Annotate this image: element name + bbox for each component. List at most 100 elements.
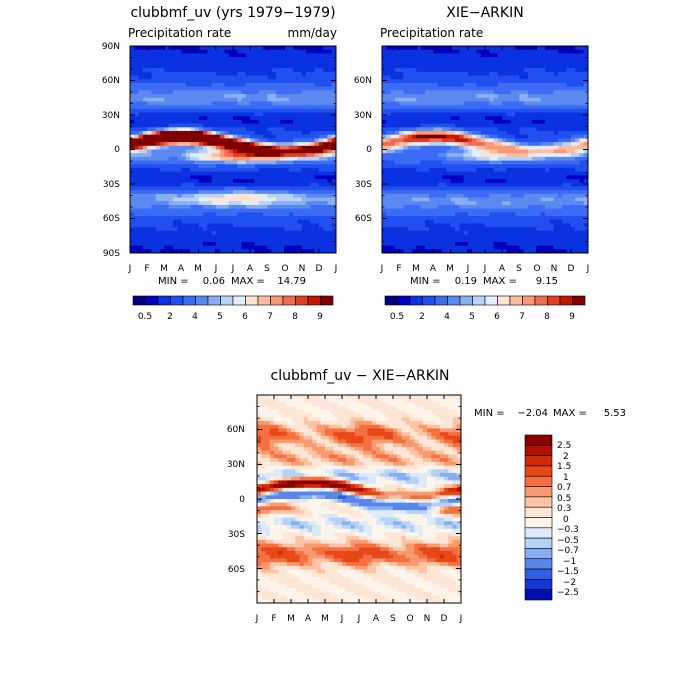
heatmap-cell [142, 204, 148, 210]
heatmap-cell [258, 175, 264, 180]
heatmap-cell [151, 60, 157, 65]
heatmap-cell [142, 86, 148, 91]
heatmap-cell [327, 90, 333, 95]
heatmap-cell [570, 82, 576, 88]
heatmap-cell [241, 68, 247, 73]
heatmap-cell [454, 75, 460, 80]
heatmap-cell [130, 108, 135, 114]
heatmap-cell [502, 94, 507, 99]
heatmap-cell [331, 145, 337, 150]
heatmap-cell [331, 186, 337, 191]
heatmap-cell [228, 153, 234, 158]
heatmap-cell [181, 164, 187, 169]
heatmap-cell [241, 112, 247, 117]
heatmap-cell [301, 123, 307, 128]
heatmap-cell [493, 149, 499, 154]
heatmap-cell [327, 153, 333, 158]
heatmap-cell [215, 142, 221, 147]
heatmap-cell [412, 138, 417, 143]
heatmap-cell [250, 219, 255, 224]
heatmap-cell [211, 71, 217, 77]
heatmap-cell [575, 149, 580, 154]
heatmap-cell [497, 190, 503, 195]
heatmap-cell [536, 94, 542, 99]
heatmap-cell [510, 160, 516, 165]
heatmap-cell [527, 90, 533, 95]
heatmap-cell [506, 197, 512, 202]
heatmap-cell [575, 142, 580, 147]
heatmap-cell [190, 182, 195, 187]
heatmap-cell [562, 116, 568, 121]
heatmap-cell [190, 245, 195, 250]
heatmap-cell [284, 227, 290, 232]
heatmap-cell [177, 71, 182, 77]
heatmap-cell [446, 175, 452, 180]
heatmap-cell [280, 123, 285, 128]
heatmap-cell [301, 86, 307, 91]
heatmap-cell [390, 212, 396, 217]
heatmap-cell [288, 108, 294, 114]
heatmap-cell [382, 212, 387, 217]
heatmap-cell [403, 112, 409, 117]
heatmap-cell [424, 134, 430, 139]
heatmap-cell [237, 156, 243, 162]
heatmap-cell [211, 116, 217, 121]
heatmap-cell [237, 71, 243, 77]
heatmap-cell [545, 82, 550, 88]
heatmap-cell [407, 179, 413, 184]
heatmap-cell [271, 153, 277, 158]
heatmap-cell [450, 149, 456, 154]
heatmap-cell [480, 46, 486, 51]
heatmap-cell [297, 204, 303, 210]
heatmap-cell [480, 182, 486, 187]
heatmap-cell [288, 53, 294, 58]
heatmap-cell [164, 75, 170, 80]
heatmap-cell [263, 186, 268, 191]
heatmap-cell [485, 53, 490, 58]
heatmap-cell [215, 160, 221, 165]
heatmap-cell [258, 53, 264, 58]
heatmap-cell [142, 164, 148, 169]
heatmap-cell [446, 86, 452, 91]
colorbar-swatch [182, 295, 196, 306]
heatmap-cell [271, 90, 277, 95]
heatmap-cell [284, 75, 290, 80]
heatmap-cell [424, 179, 430, 184]
heatmap-cell [237, 105, 243, 110]
heatmap-cell [177, 186, 182, 191]
heatmap-cell [382, 68, 387, 73]
heatmap-cell [579, 46, 585, 51]
heatmap-cell [293, 142, 298, 147]
heatmap-cell [540, 131, 546, 136]
heatmap-cell [258, 241, 264, 247]
heatmap-cell [293, 60, 298, 65]
heatmap-cell [446, 134, 452, 139]
heatmap-cell [142, 49, 148, 54]
heatmap-cell [233, 149, 238, 154]
heatmap-cell [433, 68, 439, 73]
heatmap-cell [416, 53, 422, 58]
heatmap-cell [224, 57, 230, 62]
heatmap-cell [480, 119, 486, 125]
heatmap-cell [207, 227, 213, 232]
heatmap-cell [407, 71, 413, 77]
heatmap-cell [545, 46, 550, 51]
heatmap-cell [549, 149, 555, 154]
heatmap-cell [301, 105, 307, 110]
heatmap-cell [403, 97, 409, 102]
heatmap-cell [168, 223, 174, 228]
heatmap-cell [489, 86, 495, 91]
heatmap-cell [493, 97, 499, 102]
heatmap-cell [241, 156, 247, 162]
heatmap-cell [301, 142, 307, 147]
heatmap-cell [545, 119, 550, 125]
heatmap-cell [275, 230, 281, 236]
heatmap-cell [532, 86, 537, 91]
heatmap-cell [220, 82, 225, 88]
heatmap-cell [442, 149, 447, 154]
heatmap-cell [147, 94, 152, 99]
heatmap-cell [485, 116, 490, 121]
heatmap-cell [284, 60, 290, 65]
heatmap-cell [429, 156, 434, 162]
heatmap-cell [147, 230, 152, 236]
